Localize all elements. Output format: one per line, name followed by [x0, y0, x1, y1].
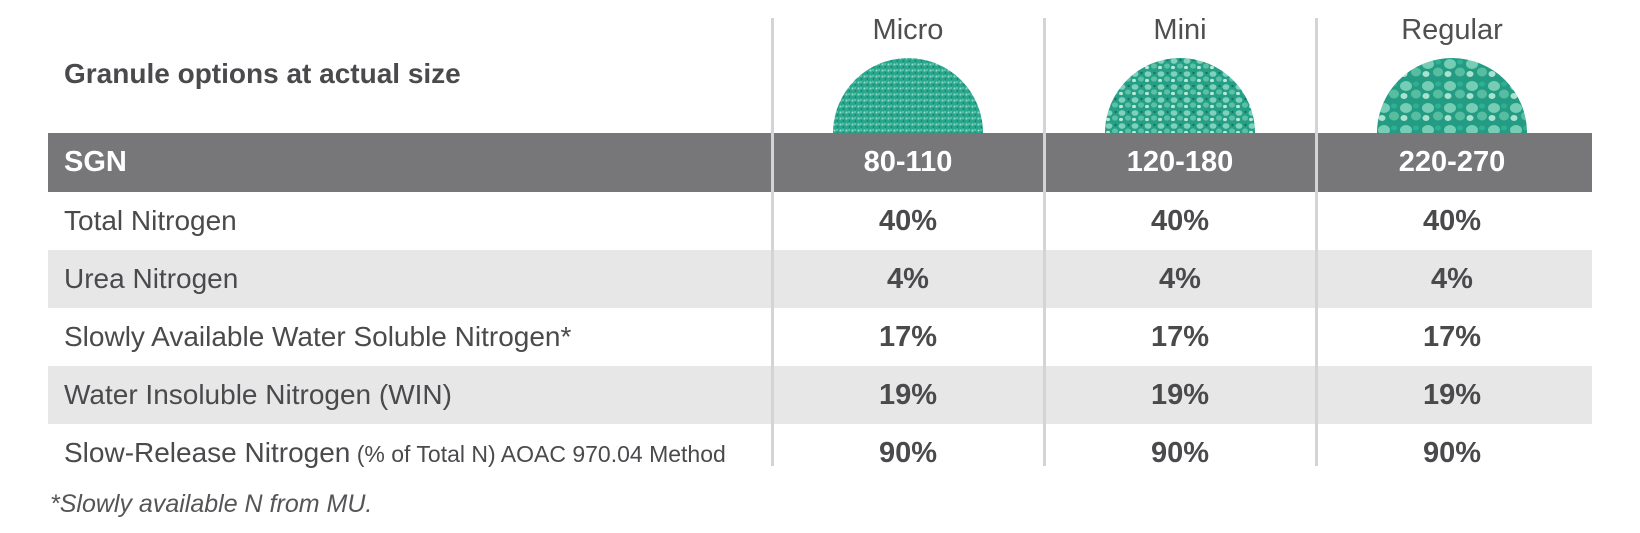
- row-label: Slowly Available Water Soluble Nitrogen*: [64, 321, 572, 352]
- sgn-header-row: SGN 80-110 120-180 220-270: [48, 133, 1592, 192]
- sgn-value-mini: 120-180: [1126, 146, 1234, 178]
- row-value-mini: 17%: [1150, 321, 1210, 353]
- column-name-regular: Regular: [1401, 14, 1503, 46]
- table-row-urea-nitrogen: Urea Nitrogen 4% 4% 4%: [48, 250, 1592, 308]
- sgn-value-regular: 220-270: [1398, 146, 1506, 178]
- table-header-area: Granule options at actual size Micro: [48, 0, 1592, 133]
- row-value-micro: 4%: [887, 263, 929, 295]
- row-label: Urea Nitrogen: [64, 263, 239, 294]
- nitrogen-spec-table: Granule options at actual size Micro: [48, 0, 1592, 533]
- column-divider: [1043, 18, 1046, 466]
- table-row-total-nitrogen: Total Nitrogen 40% 40% 40%: [48, 192, 1592, 250]
- column-header-micro: Micro: [772, 0, 1044, 133]
- row-value-regular: 17%: [1422, 321, 1482, 353]
- row-value-regular: 40%: [1422, 205, 1482, 237]
- column-divider: [1315, 18, 1318, 466]
- row-value-mini: 40%: [1150, 205, 1210, 237]
- sgn-label: SGN: [64, 146, 127, 178]
- micro-granule-image: [833, 57, 983, 133]
- row-value-regular: 90%: [1422, 437, 1482, 469]
- regular-granule-image: [1377, 57, 1527, 133]
- table-row-water-insoluble-nitrogen: Water Insoluble Nitrogen (WIN) 19% 19% 1…: [48, 366, 1592, 424]
- sgn-value-micro: 80-110: [863, 146, 953, 178]
- column-header-mini: Mini: [1044, 0, 1316, 133]
- row-label: Slow-Release Nitrogen (% of Total N) AOA…: [64, 437, 726, 468]
- mini-granule-image: [1105, 57, 1255, 133]
- row-value-mini: 19%: [1150, 379, 1210, 411]
- row-value-micro: 19%: [878, 379, 938, 411]
- row-value-micro: 17%: [878, 321, 938, 353]
- footnote: *Slowly available N from MU.: [50, 490, 373, 518]
- column-divider: [771, 18, 774, 466]
- row-value-mini: 4%: [1159, 263, 1201, 295]
- row-value-mini: 90%: [1150, 437, 1210, 469]
- granule-options-title: Granule options at actual size: [64, 58, 461, 89]
- table-row-slow-release-nitrogen: Slow-Release Nitrogen (% of Total N) AOA…: [48, 424, 1592, 482]
- column-name-mini: Mini: [1153, 14, 1207, 46]
- table-row-slowly-available-wsn: Slowly Available Water Soluble Nitrogen*…: [48, 308, 1592, 366]
- row-value-micro: 90%: [878, 437, 938, 469]
- row-value-micro: 40%: [878, 205, 938, 237]
- row-value-regular: 4%: [1431, 263, 1473, 295]
- row-label: Total Nitrogen: [64, 205, 237, 236]
- row-value-regular: 19%: [1422, 379, 1482, 411]
- column-name-micro: Micro: [872, 14, 944, 46]
- column-header-regular: Regular: [1316, 0, 1588, 133]
- row-label: Water Insoluble Nitrogen (WIN): [64, 379, 452, 410]
